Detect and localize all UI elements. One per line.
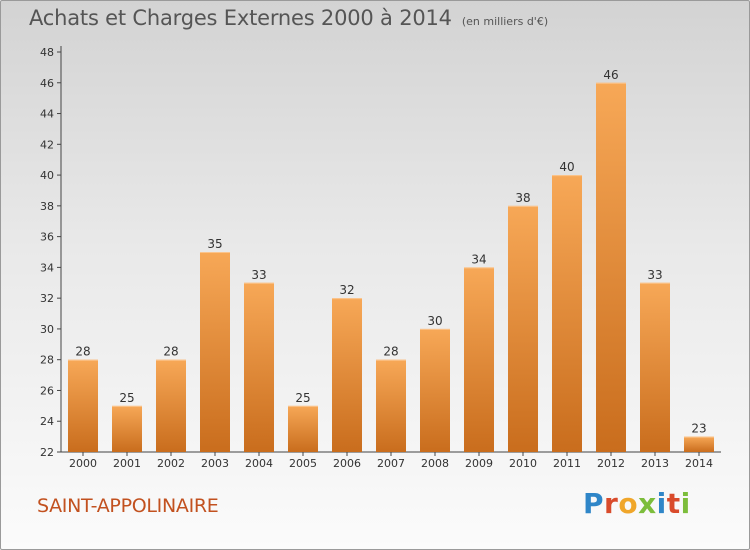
data-label: 28 bbox=[75, 345, 90, 359]
data-label: 40 bbox=[559, 160, 574, 174]
y-tick-label: 42 bbox=[40, 138, 54, 151]
bar bbox=[200, 252, 230, 452]
x-tick-label: 2011 bbox=[553, 457, 581, 470]
unit-label: (en milliers d'€) bbox=[461, 15, 549, 28]
data-label: 28 bbox=[163, 345, 178, 359]
logo-letter: P bbox=[583, 487, 605, 520]
bar bbox=[420, 328, 450, 452]
bar bbox=[464, 267, 494, 452]
data-label: 46 bbox=[603, 68, 618, 82]
title-text: Achats et Charges Externes 2000 à 2014 bbox=[29, 6, 452, 30]
x-tick-label: 2010 bbox=[509, 457, 537, 470]
y-tick-label: 36 bbox=[40, 231, 54, 244]
x-tick-label: 2007 bbox=[377, 457, 405, 470]
logo-letter: i bbox=[680, 487, 691, 520]
logo-letter: o bbox=[618, 487, 639, 520]
bar bbox=[552, 175, 582, 453]
x-tick-label: 2003 bbox=[201, 457, 229, 470]
data-label: 35 bbox=[207, 237, 222, 251]
y-tick-label: 46 bbox=[40, 77, 54, 90]
bar bbox=[156, 359, 186, 452]
bars bbox=[68, 82, 714, 453]
logo-letter: t bbox=[666, 487, 681, 520]
x-tick-label: 2012 bbox=[597, 457, 625, 470]
logo-letter: i bbox=[656, 487, 667, 520]
x-tick-label: 2002 bbox=[157, 457, 185, 470]
x-tick-label: 2001 bbox=[113, 457, 141, 470]
y-tick-label: 34 bbox=[40, 261, 54, 274]
logo-letter: x bbox=[638, 487, 657, 520]
data-label: 23 bbox=[691, 422, 706, 436]
bar bbox=[332, 298, 362, 452]
data-label: 38 bbox=[515, 191, 530, 205]
bar bbox=[68, 359, 98, 452]
x-tick-label: 2008 bbox=[421, 457, 449, 470]
data-label: 34 bbox=[471, 252, 486, 266]
place-name: SAINT-APPOLINAIRE bbox=[37, 495, 219, 517]
bar bbox=[288, 405, 318, 452]
y-tick-label: 44 bbox=[40, 108, 54, 121]
bar bbox=[596, 82, 626, 453]
data-label: 30 bbox=[427, 314, 442, 328]
bar bbox=[112, 405, 142, 452]
x-tick-label: 2004 bbox=[245, 457, 273, 470]
x-tick-label: 2005 bbox=[289, 457, 317, 470]
chart-title: Achats et Charges Externes 2000 à 2014 (e… bbox=[29, 6, 548, 30]
y-tick-label: 26 bbox=[40, 384, 54, 397]
y-tick-label: 48 bbox=[40, 46, 54, 59]
bar bbox=[376, 359, 406, 452]
data-label: 33 bbox=[251, 268, 266, 282]
axes: 22 24 26 28 30 32 34 36 38 40 42 44 46 48 2000 2001 2002… bbox=[40, 46, 721, 470]
x-tick-label: 2009 bbox=[465, 457, 493, 470]
y-tick-label: 38 bbox=[40, 200, 54, 213]
data-label: 33 bbox=[647, 268, 662, 282]
data-labels: 28 25 28 35 33 25 32 28 30 34 38 40 46 33 23 bbox=[75, 68, 706, 436]
proxiti-logo: Proxiti bbox=[583, 487, 691, 520]
x-tick-label: 2000 bbox=[69, 457, 97, 470]
data-label: 28 bbox=[383, 345, 398, 359]
logo-letter: r bbox=[604, 487, 619, 520]
data-label: 32 bbox=[339, 283, 354, 297]
x-tick-label: 2006 bbox=[333, 457, 361, 470]
y-tick-label: 32 bbox=[40, 292, 54, 305]
x-tick-label: 2013 bbox=[641, 457, 669, 470]
y-tick-label: 24 bbox=[40, 415, 54, 428]
x-tick-label: 2014 bbox=[685, 457, 713, 470]
bar bbox=[640, 282, 670, 452]
bar bbox=[684, 436, 714, 452]
y-tick-label: 40 bbox=[40, 169, 54, 182]
y-tick-label: 28 bbox=[40, 354, 54, 367]
bar bbox=[508, 205, 538, 452]
y-tick-label: 30 bbox=[40, 323, 54, 336]
bar bbox=[244, 282, 274, 452]
y-tick-label: 22 bbox=[40, 446, 54, 459]
data-label: 25 bbox=[295, 391, 310, 405]
data-label: 25 bbox=[119, 391, 134, 405]
